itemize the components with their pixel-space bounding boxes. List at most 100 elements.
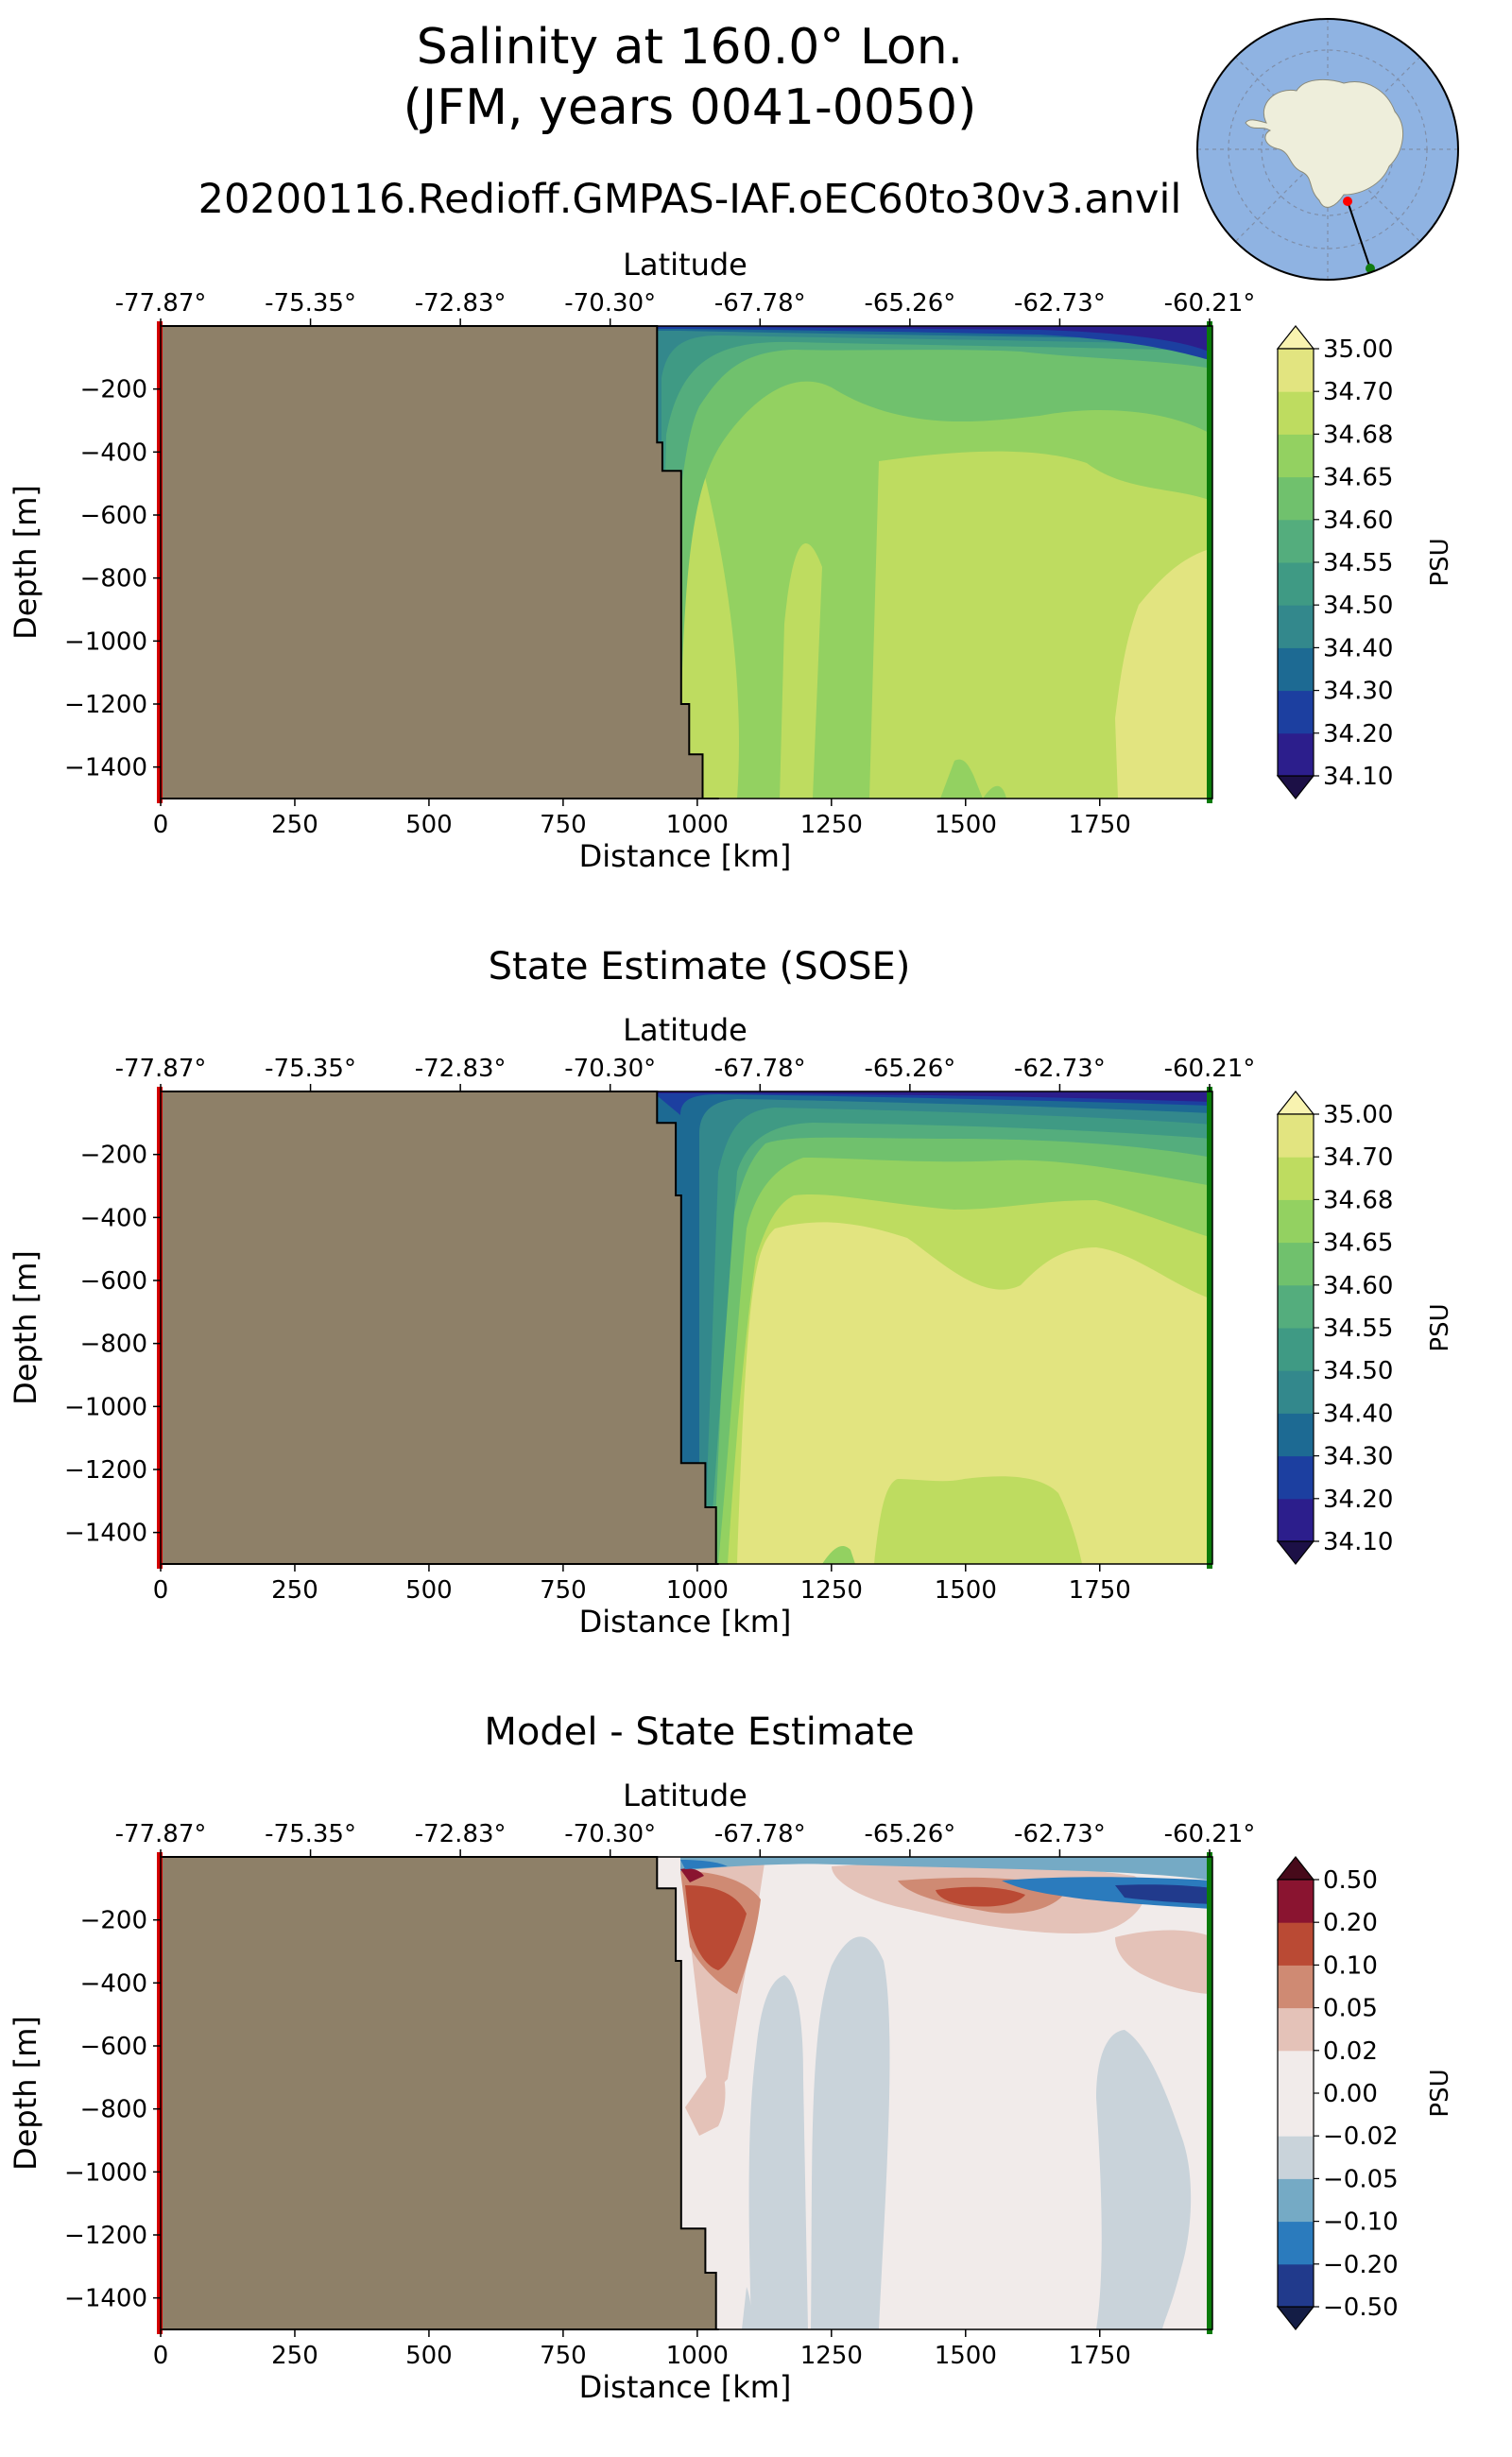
lat-tick-label: -72.83° (415, 1055, 507, 1083)
y-tick-label: −1400 (64, 754, 147, 782)
lat-tick-label: -70.30° (564, 1055, 656, 1083)
panel-diff-start-line (157, 1852, 163, 2334)
lat-tick-label: -65.26° (864, 1820, 955, 1848)
colorbar-swatch (1278, 1498, 1314, 1542)
lat-tick-label: -70.30° (564, 289, 656, 318)
x-tick-label: 250 (271, 811, 318, 839)
lat-tick-label: -67.78° (714, 1055, 806, 1083)
y-axis-label: Depth [m] (8, 2016, 43, 2171)
x-tick-label: 1750 (1069, 2342, 1131, 2370)
panel-model-axes: 0 250 500 750 1000 1250 1500 1750 -77.87° -75.35°… (8, 247, 1255, 874)
panel-sose-axes: 0 250 500 750 1000 1250 1500 1750 -77.87° -75.35°… (8, 1012, 1255, 1640)
figure-title: Salinity at 160.0° Lon. (JFM, years 0041… (0, 17, 1380, 138)
x-tick-label: 1250 (800, 1576, 863, 1605)
panel-sose-end-line (1207, 1087, 1212, 1569)
panel-diff: 0 250 500 750 1000 1250 1500 1750 -77.87° -75.35°… (8, 1778, 1454, 2405)
panel-sose-colorbar: 34.10 34.20 34.30 34.40 34.50 34.55 34.60 34.65… (1276, 1091, 1454, 1565)
run-name: 20200116.Redioff.GMPAS-IAF.oEC60to30v3.a… (198, 176, 1182, 223)
x-tick-label: 1500 (935, 811, 997, 839)
colorbar-extend-high (1276, 325, 1315, 350)
colorbar-swatch (1278, 1328, 1314, 1371)
x-tick-label: 1750 (1069, 1576, 1131, 1605)
colorbar-tick-label: 0.02 (1323, 2037, 1378, 2066)
panel-diff-end-line (1207, 1852, 1212, 2334)
lat-tick-label: -62.73° (1014, 1055, 1106, 1083)
panel-diff-land (160, 1856, 719, 2330)
colorbar-swatch (1278, 562, 1314, 606)
colorbar-tick-label: −0.10 (1323, 2208, 1399, 2237)
y-tick-label: −600 (80, 502, 147, 530)
x-tick-label: 250 (271, 2342, 318, 2370)
lat-tick-label: -60.21° (1164, 1055, 1256, 1083)
x-tick-label: 1000 (666, 2342, 729, 2370)
colorbar-tick-label: 34.50 (1323, 1357, 1393, 1385)
panel-diff-axes: 0 250 500 750 1000 1250 1500 1750 -77.87° -75.35°… (8, 1778, 1255, 2405)
colorbar-tick-label: 34.40 (1323, 634, 1393, 662)
x-tick-label: 1000 (666, 811, 729, 839)
lat-tick-label: -72.83° (415, 1820, 507, 1848)
panel-diff-frame (160, 1856, 1213, 2330)
colorbar-swatch (1278, 1157, 1314, 1200)
y-tick-label: −1400 (64, 1520, 147, 1548)
x-tick-label: 0 (153, 2342, 169, 2370)
colorbar-swatch (1278, 1965, 1314, 2009)
x-tick-label: 250 (271, 1576, 318, 1605)
colorbar-tick-label: 34.65 (1323, 464, 1393, 492)
colorbar-extend-high (1276, 1091, 1315, 1115)
y-tick-label: −600 (80, 2033, 147, 2061)
panel-model: 0 250 500 750 1000 1250 1500 1750 -77.87° -75.35°… (8, 247, 1454, 874)
panel-model-colorbar: 34.10 34.20 34.30 34.40 34.50 34.55 34.60 34.65… (1276, 325, 1454, 799)
colorbar-tick-label: 34.68 (1323, 1186, 1393, 1214)
colorbar-tick-label: 34.68 (1323, 421, 1393, 449)
colorbar-swatch (1278, 519, 1314, 563)
colorbar-swatch (1278, 2136, 1314, 2179)
x-tick-label: 1250 (800, 2342, 863, 2370)
y-tick-label: −1200 (64, 691, 147, 719)
panel-sose: 0 250 500 750 1000 1250 1500 1750 -77.87° -75.35°… (8, 1012, 1454, 1640)
lat-tick-label: -77.87° (115, 289, 207, 318)
colorbar-tick-label: 34.10 (1323, 1528, 1393, 1556)
colorbar-tick-label: 34.20 (1323, 1486, 1393, 1514)
colorbar-tick-label: 34.60 (1323, 507, 1393, 535)
colorbar-tick-label: 34.60 (1323, 1272, 1393, 1300)
panel-model-end-line (1207, 321, 1212, 803)
x-axis-label: Distance [km] (579, 2369, 792, 2405)
x-tick-label: 1500 (935, 1576, 997, 1605)
y-tick-label: −800 (80, 565, 147, 593)
y-tick-label: −1000 (64, 627, 147, 656)
lat-tick-label: -75.35° (265, 1820, 356, 1848)
colorbar-swatch (1278, 2263, 1314, 2308)
colorbar-tick-label: 35.00 (1323, 335, 1393, 364)
colorbar-swatch (1278, 690, 1314, 734)
x-axis-label: Distance [km] (579, 838, 792, 874)
lat-tick-label: -60.21° (1164, 1820, 1256, 1848)
colorbar-swatch (1278, 476, 1314, 521)
colorbar-swatch (1278, 647, 1314, 692)
colorbar-swatch (1278, 1413, 1314, 1457)
panel-model-frame (160, 325, 1213, 799)
panel-title-sose: State Estimate (SOSE) (488, 945, 911, 988)
y-tick-label: −200 (80, 376, 147, 404)
lat-tick-label: -65.26° (864, 1055, 955, 1083)
x-tick-label: 1750 (1069, 811, 1131, 839)
x-tick-label: 750 (540, 2342, 587, 2370)
y-tick-label: −400 (80, 438, 147, 467)
panel-sose-contours (652, 1091, 1212, 1564)
y-tick-label: −1000 (64, 2158, 147, 2187)
colorbar-swatch (1278, 605, 1314, 648)
colorbar-tick-label: 34.55 (1323, 549, 1393, 577)
colorbar-swatch (1278, 1114, 1314, 1158)
x-tick-label: 500 (405, 811, 453, 839)
top-axis-label: Latitude (623, 247, 747, 283)
colorbar-swatch (1278, 1880, 1314, 1923)
figure-title-line2: (JFM, years 0041-0050) (403, 79, 977, 136)
colorbar-swatch (1278, 2221, 1314, 2265)
colorbar-swatch (1278, 1922, 1314, 1966)
y-tick-label: −200 (80, 1907, 147, 1935)
inset-map-antarctica (1245, 79, 1404, 208)
colorbar-swatch (1278, 2093, 1314, 2137)
colorbar-tick-label: −0.02 (1323, 2122, 1399, 2151)
lat-tick-label: -67.78° (714, 289, 806, 318)
x-tick-label: 1000 (666, 1576, 729, 1605)
inset-map-frame (1196, 18, 1459, 281)
